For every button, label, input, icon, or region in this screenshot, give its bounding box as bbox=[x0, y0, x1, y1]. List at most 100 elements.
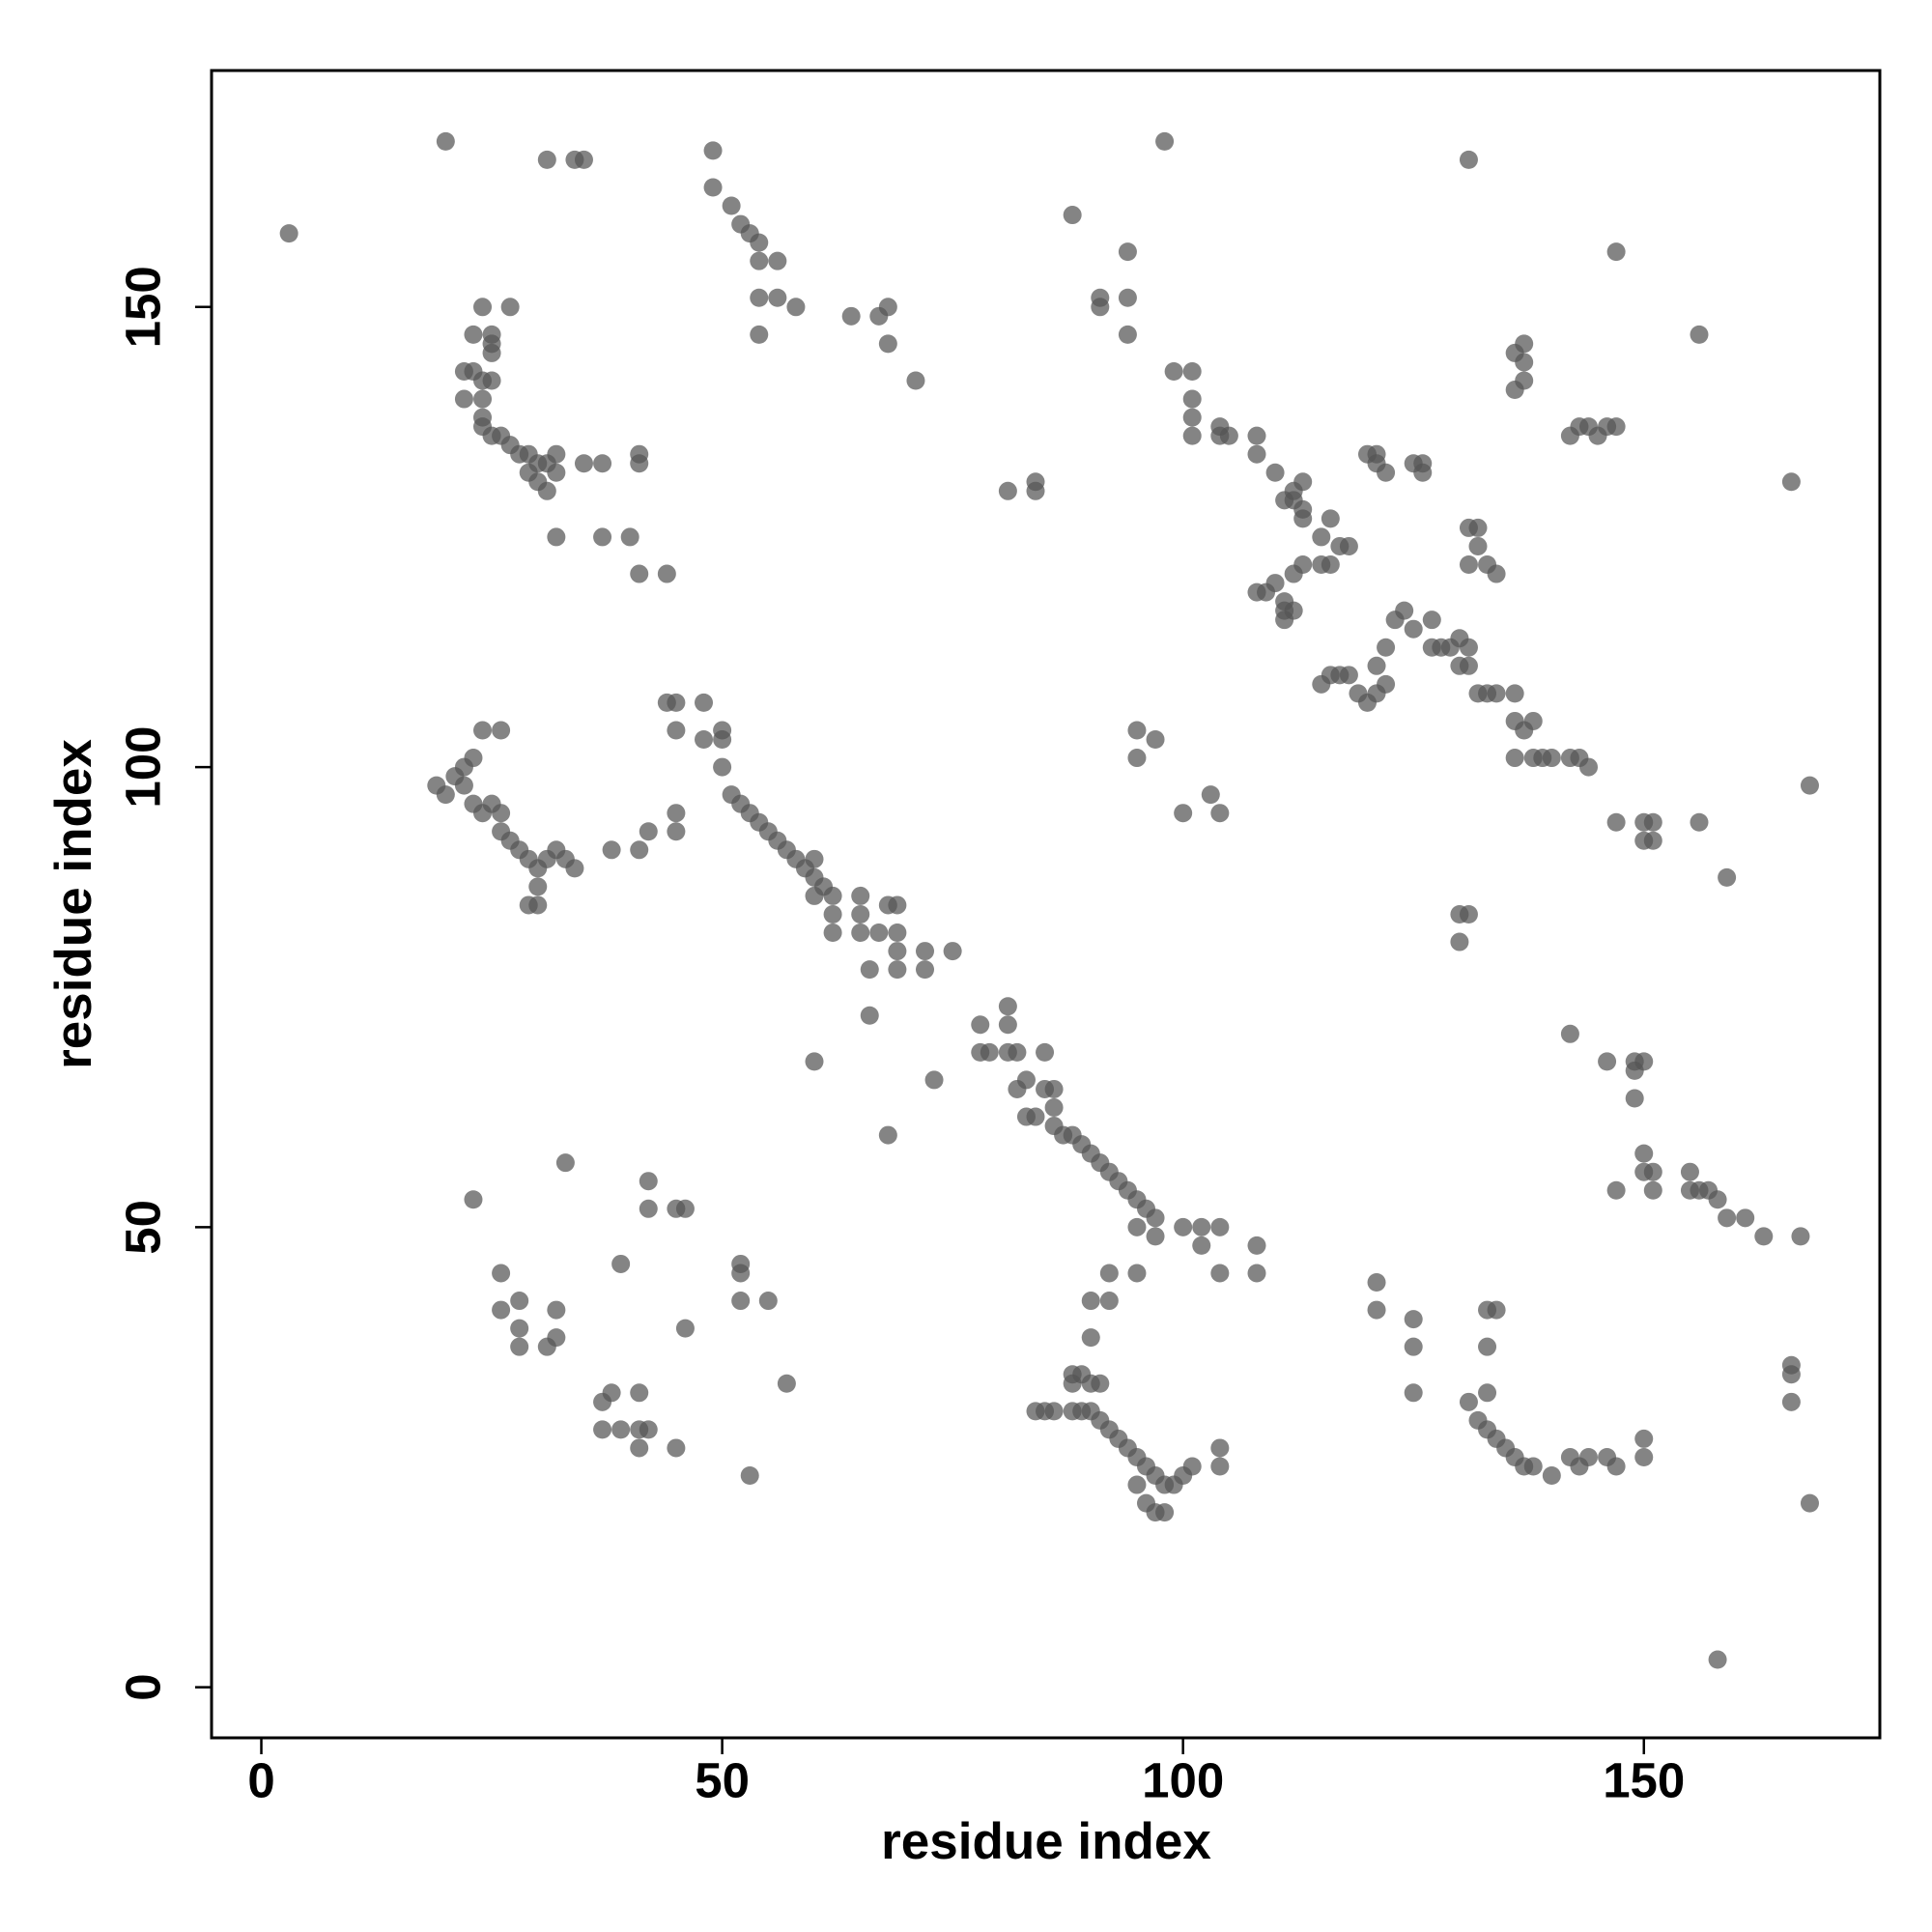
point bbox=[722, 196, 741, 215]
point bbox=[473, 721, 493, 740]
point bbox=[675, 1319, 695, 1338]
point bbox=[1800, 776, 1819, 795]
point bbox=[888, 923, 907, 943]
point bbox=[971, 1015, 990, 1035]
point bbox=[1099, 1264, 1119, 1283]
point bbox=[1468, 518, 1488, 537]
point bbox=[1210, 804, 1230, 823]
point bbox=[436, 131, 455, 151]
point bbox=[703, 141, 723, 160]
point bbox=[998, 997, 1017, 1016]
point bbox=[805, 1052, 824, 1071]
point bbox=[1634, 1144, 1654, 1163]
point bbox=[1247, 1264, 1266, 1283]
point bbox=[1044, 1098, 1064, 1118]
point bbox=[823, 923, 842, 943]
point bbox=[1781, 1365, 1801, 1384]
point bbox=[630, 840, 649, 860]
point bbox=[639, 1420, 658, 1439]
point bbox=[1690, 812, 1709, 832]
point bbox=[667, 721, 686, 740]
point bbox=[1127, 1217, 1147, 1236]
point bbox=[1099, 1292, 1119, 1311]
point bbox=[750, 325, 769, 344]
point bbox=[1247, 444, 1266, 464]
point bbox=[464, 1190, 483, 1209]
point bbox=[602, 1383, 621, 1403]
point bbox=[1247, 426, 1266, 445]
point bbox=[1192, 1217, 1211, 1236]
point bbox=[1182, 1457, 1202, 1476]
point bbox=[639, 822, 658, 841]
point bbox=[1634, 1429, 1654, 1448]
point bbox=[510, 1337, 529, 1356]
point bbox=[574, 454, 593, 473]
point bbox=[657, 564, 676, 583]
point bbox=[593, 1420, 612, 1439]
point bbox=[1182, 426, 1202, 445]
point bbox=[1118, 242, 1137, 262]
point bbox=[851, 923, 870, 943]
point bbox=[630, 1383, 649, 1403]
point bbox=[1588, 426, 1607, 445]
point bbox=[1118, 288, 1137, 307]
point bbox=[1404, 1337, 1423, 1356]
point bbox=[1680, 1162, 1699, 1181]
point bbox=[492, 1300, 511, 1320]
point bbox=[841, 306, 861, 326]
point bbox=[1478, 1337, 1497, 1356]
point bbox=[1505, 343, 1524, 362]
point bbox=[1523, 1457, 1543, 1476]
point bbox=[1643, 1162, 1662, 1181]
point bbox=[1634, 831, 1654, 850]
point bbox=[1505, 684, 1524, 703]
point bbox=[888, 895, 907, 915]
point bbox=[1800, 1493, 1819, 1513]
point bbox=[1606, 417, 1626, 437]
point bbox=[1210, 1457, 1230, 1476]
point bbox=[1625, 1089, 1644, 1108]
point bbox=[675, 1199, 695, 1218]
point bbox=[878, 1125, 897, 1145]
point bbox=[916, 942, 935, 961]
point bbox=[1247, 582, 1266, 602]
point bbox=[1459, 555, 1478, 575]
point bbox=[1164, 361, 1183, 381]
point bbox=[1487, 564, 1506, 583]
point bbox=[1210, 1217, 1230, 1236]
point bbox=[1377, 674, 1396, 694]
point bbox=[492, 804, 511, 823]
point bbox=[492, 1264, 511, 1283]
point bbox=[1008, 1079, 1027, 1098]
point bbox=[1690, 325, 1709, 344]
point bbox=[1413, 463, 1433, 482]
x-tick-label: 0 bbox=[247, 1752, 274, 1807]
point bbox=[1155, 1503, 1175, 1522]
point bbox=[473, 298, 493, 317]
point bbox=[630, 564, 649, 583]
point bbox=[1182, 408, 1202, 427]
point bbox=[1044, 1079, 1064, 1098]
point bbox=[924, 1070, 944, 1090]
point bbox=[1395, 601, 1414, 620]
point bbox=[547, 527, 566, 547]
point bbox=[279, 224, 298, 243]
point bbox=[1293, 509, 1313, 528]
point bbox=[1708, 1650, 1727, 1669]
point bbox=[547, 463, 566, 482]
y-tick-label: 150 bbox=[115, 266, 170, 348]
point bbox=[1377, 463, 1396, 482]
point bbox=[1081, 1328, 1100, 1348]
point bbox=[1578, 1447, 1598, 1466]
point bbox=[454, 776, 473, 795]
point bbox=[860, 960, 879, 980]
point bbox=[777, 1374, 796, 1393]
point bbox=[593, 454, 612, 473]
point bbox=[740, 1466, 759, 1486]
point bbox=[1708, 1190, 1727, 1209]
point bbox=[1155, 131, 1175, 151]
point bbox=[916, 960, 935, 980]
point bbox=[519, 895, 538, 915]
